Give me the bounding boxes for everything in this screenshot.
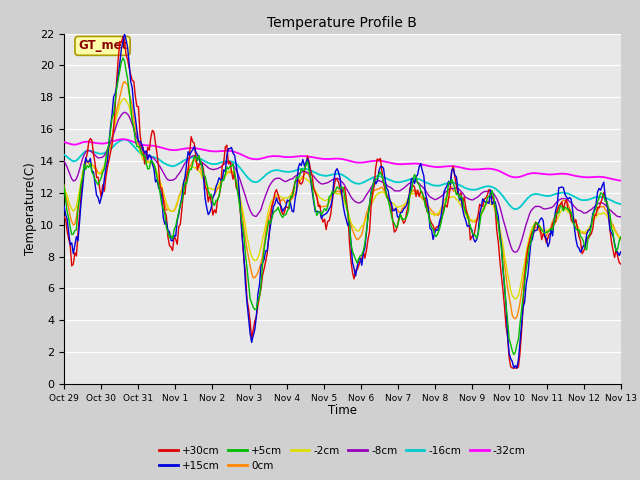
Legend: +30cm, +15cm, +5cm, 0cm, -2cm, -8cm, -16cm, -32cm: +30cm, +15cm, +5cm, 0cm, -2cm, -8cm, -16… [155,442,530,475]
Y-axis label: Temperature(C): Temperature(C) [24,162,37,255]
X-axis label: Time: Time [328,404,357,417]
Title: Temperature Profile B: Temperature Profile B [268,16,417,30]
Text: GT_met: GT_met [78,39,127,52]
